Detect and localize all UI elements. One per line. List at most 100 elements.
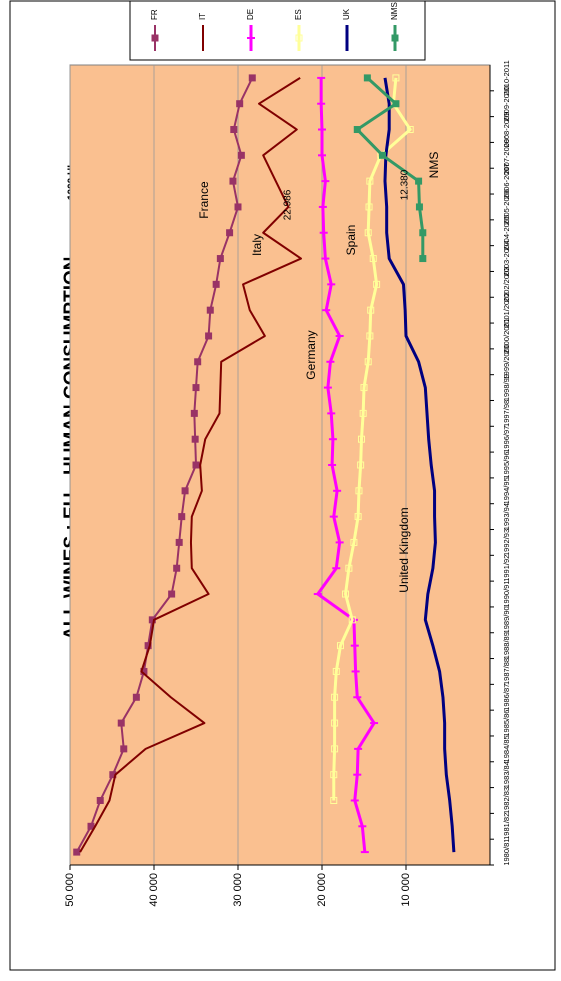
marker [248,74,256,82]
marker [419,255,427,263]
series-line [79,77,302,853]
x-tick-label: 2009-2010 [502,86,511,122]
annotation: France [197,181,211,219]
legend-item: ES [294,9,303,51]
marker [348,616,356,624]
x-tick-label: 2002/2003 [502,267,511,302]
x-tick-label: 2010-2011 [502,60,511,95]
marker [363,74,371,82]
marker [357,461,365,469]
annotation: Germany [304,330,318,379]
x-tick-label: 1999/2000 [502,344,511,379]
marker [117,719,125,727]
marker [332,667,340,675]
marker [419,229,427,237]
marker [216,255,224,263]
marker [331,719,339,727]
legend-label: DE [246,9,255,20]
x-tick-label: 2004-2005 [502,215,511,251]
legend-item: DE [246,9,255,51]
marker [120,745,128,753]
marker [206,306,214,314]
marker [342,590,350,598]
x-tick-label: 2000/2001 [502,318,511,353]
annotation: Italy [250,234,264,256]
marker [355,487,363,495]
marker [330,796,338,804]
marker [366,177,374,185]
marker [205,332,213,340]
marker [96,796,104,804]
marker [364,358,372,366]
legend-label: IT [198,13,207,20]
legend-box [129,0,426,61]
series-line [332,77,412,801]
x-tick-label: 1994/95 [502,477,511,504]
marker [181,487,189,495]
marker [178,513,186,521]
x-tick-label: 2003-2004 [502,241,511,277]
x-tick-label: 1985/86 [502,710,511,737]
series-line [383,77,456,853]
marker [132,693,140,701]
marker [230,126,238,134]
legend: FR IT DE ES UK NMS [129,0,426,61]
marker [192,384,200,392]
legend-label: FR [150,9,159,20]
y-tick-label: 20 000 [316,873,328,907]
x-tick-label: 2007-2008° [502,136,511,175]
marker [192,461,200,469]
annotation: 22.986 [283,189,294,220]
legend-item: UK [342,8,351,51]
marker [350,538,358,546]
marker [354,513,362,521]
legend-marker [151,34,159,42]
x-tick-label: 1996/97 [502,426,511,453]
plot-area [69,64,491,866]
marker [234,203,242,211]
marker [359,409,367,417]
marker [226,229,234,237]
marker [357,435,365,443]
marker [392,100,400,108]
x-tick-label: 1980/81 [502,839,511,866]
marker [366,332,374,340]
marker [168,590,176,598]
marker [373,280,381,288]
x-tick-label: 1990/91 [502,580,511,607]
marker [190,409,198,417]
marker [194,358,202,366]
annotation: Spain [344,225,358,256]
marker [191,435,199,443]
marker [229,177,237,185]
x-tick-label: 1992/93 [502,529,511,556]
marker [345,564,353,572]
x-tick-label: 1995/96 [502,451,511,478]
marker [73,848,81,856]
legend-label: NMS [390,2,399,20]
x-tick-label: 2005-2006 [502,189,511,225]
marker [415,203,423,211]
marker [173,564,181,572]
legend-marker [295,34,303,42]
x-tick-label: 1987/88 [502,658,511,685]
marker [365,203,373,211]
marker [364,229,372,237]
legend-item: IT [198,13,207,51]
y-tick-label: 50 000 [64,873,76,907]
marker [175,538,183,546]
marker [392,74,400,82]
marker [360,384,368,392]
y-tick-label: 30 000 [232,873,244,907]
x-tick-label: 1989/90 [502,606,511,633]
legend-item: FR [150,9,159,51]
x-tick-label: 1998/99 [502,374,511,401]
x-tick-label: 2001/2002 [502,292,511,327]
marker [353,126,361,134]
marker [212,280,220,288]
annotation: NMS [427,152,441,179]
marker [87,822,95,830]
legend-marker [391,34,399,42]
x-tick-label: 1983/84 [502,761,511,788]
